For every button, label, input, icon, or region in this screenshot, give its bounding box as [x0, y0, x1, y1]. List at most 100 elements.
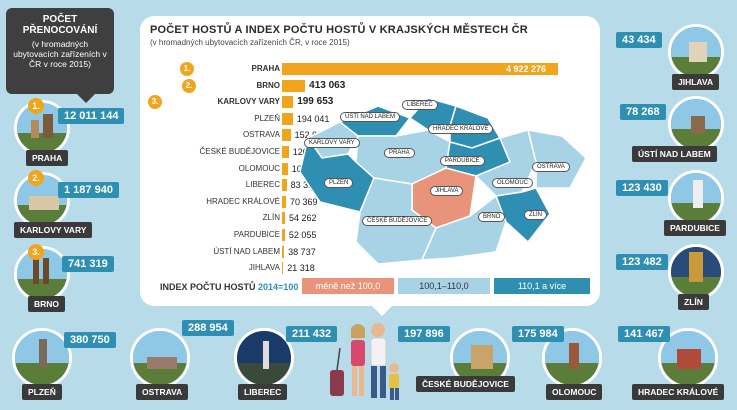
bar-row: LIBEREC 83 317 — [140, 178, 600, 192]
bar-value-label: 413 063 — [309, 79, 346, 91]
hradec-kralove-name-label: HRADEC KRÁLOVÉ — [632, 384, 725, 400]
bar-category-label: OSTRAVA — [242, 130, 280, 140]
ostrava-name-label: OSTRAVA — [136, 384, 189, 400]
legend-item-100-110: 100,1–110,0 — [398, 278, 490, 294]
bar-mark — [282, 129, 291, 142]
bar-row: PRAHA 1. 4 922 276 — [140, 62, 600, 76]
liberec-name-label: LIBEREC — [238, 384, 288, 400]
card-olomouc: 175 984 OLOMOUC — [508, 322, 620, 406]
bar-row: BRNO 2. 413 063 — [140, 78, 600, 93]
card-ostrava: 288 954 OSTRAVA — [126, 320, 238, 406]
usti-nad-labem-name-label: ÚSTÍ NAD LABEM — [632, 146, 717, 162]
bar-mark — [282, 195, 286, 208]
legend-title-text: Index počtu hostů — [160, 282, 256, 292]
bar-mark — [282, 96, 294, 109]
card-jihlava: 43 434 JIHLAVA — [606, 24, 731, 90]
bar-value-label: 54 262 — [289, 213, 317, 224]
bar-mark — [282, 229, 285, 241]
plzen-photo-icon — [12, 328, 72, 388]
legend-item-above-110: 110,1 a více — [494, 278, 590, 294]
bar-value-label: 83 317 — [290, 180, 319, 191]
jihlava-overnight-value: 43 434 — [616, 32, 662, 48]
zlin-photo-icon — [668, 244, 724, 300]
bar-value-label: 21 318 — [287, 263, 315, 274]
overnight-stays-title-box: Počet přenocování (v hromadných ubytovac… — [6, 8, 114, 103]
ostrava-photo-icon — [130, 328, 190, 388]
bar-category-label: PARDUBICE — [233, 230, 280, 239]
bar-category-label: ÚSTÍ NAD LABEM — [213, 246, 280, 256]
bar-mark — [282, 146, 289, 158]
usti-nad-labem-photo-icon — [668, 96, 724, 152]
panel-subtitle: (v hromadných ubytovacích zařízeních ČR,… — [150, 38, 350, 47]
bar-category-label: ZLÍN — [262, 213, 280, 223]
map-city-label: ČESKÉ BUDĚJOVICE — [362, 216, 433, 226]
bar-category-label: JIHLAVA — [248, 263, 280, 273]
map-city-label: OSTRAVA — [532, 162, 570, 172]
index-legend-title: Index počtu hostů 2014=100 — [160, 282, 298, 292]
bar-category-label: BRNO — [256, 80, 280, 90]
card-pardubice: 123 430 PARDUBICE — [606, 170, 731, 236]
rank-badge: 1. — [28, 98, 44, 114]
bar-row: KARLOVY VARY 3. 199 653 — [140, 95, 600, 110]
card-plzen: 380 750 PLZEŇ — [4, 322, 122, 406]
jihlava-name-label: JIHLAVA — [672, 74, 720, 90]
bar-row: JIHLAVA 21 318 — [140, 261, 600, 275]
bar-category-label: KARLOVY VARY — [217, 97, 280, 107]
map-city-label: HRADEC KRÁLOVÉ — [428, 124, 494, 134]
ceske-budejovice-overnight-value: 197 896 — [398, 326, 450, 342]
guests-index-panel: Počet hostů a index počtu hostů v krajsk… — [140, 16, 600, 316]
rank-badge: 1. — [180, 62, 194, 76]
card-brno: 3. 741 319 BRNO — [6, 244, 126, 312]
liberec-photo-icon — [234, 328, 294, 388]
panel-title: Počet hostů a index počtu hostů v krajsk… — [150, 24, 528, 36]
map-city-label: PLZEŇ — [324, 178, 354, 188]
bar-value-label: 70 369 — [289, 196, 318, 207]
family-travellers-icon — [330, 323, 399, 400]
usti-nad-labem-overnight-value: 78 268 — [620, 104, 666, 120]
bar-mark — [282, 245, 285, 258]
olomouc-overnight-value: 175 984 — [512, 326, 564, 342]
bar-value-label: 194 041 — [296, 113, 330, 124]
card-liberec: 211 432 LIBEREC — [232, 322, 344, 406]
bar-row: ÚSTÍ NAD LABEM 38 737 — [140, 245, 600, 259]
map-city-label: PARDUBICE — [440, 156, 485, 166]
map-city-label: KARLOVY VARY — [304, 138, 360, 148]
map-city-label: BRNO — [478, 212, 506, 222]
pardubice-name-label: PARDUBICE — [664, 220, 726, 236]
overnight-stays-subtitle: (v hromadných ubytovacích zařízeních v Č… — [13, 39, 107, 69]
bar-value-label: 52 055 — [288, 230, 317, 240]
map-city-label: PRAHA — [384, 148, 415, 158]
overnight-stays-title: Počet přenocování — [22, 14, 98, 36]
bar-mark — [282, 212, 286, 225]
bar-category-label: LIBEREC — [245, 180, 280, 190]
bar-value-label: 152 991 — [294, 130, 328, 141]
card-usti-nad-labem: 78 268 ÚSTÍ NAD LABEM — [606, 96, 731, 162]
plzen-overnight-value: 380 750 — [64, 332, 116, 348]
bar-row: OSTRAVA 152 991 — [140, 128, 600, 142]
bar-row: ZLÍN 54 262 — [140, 211, 600, 225]
praha-overnight-value: 12 011 144 — [58, 108, 125, 124]
legend-item-below-100: méně než 100,0 — [302, 278, 394, 294]
legend-base-year: 2014=100 — [258, 282, 299, 292]
jihlava-photo-icon — [668, 24, 724, 80]
bar-value-label: 199 653 — [297, 96, 334, 108]
karlovy-vary-overnight-value: 1 187 940 — [58, 182, 119, 198]
card-ceske-budejovice: 197 896 ČESKÉ BUDĚJOVICE — [394, 322, 515, 406]
bar-mark — [282, 79, 306, 92]
rank-badge: 2. — [182, 78, 196, 93]
bar-mark — [282, 63, 558, 75]
map-city-label: ÚSTÍ NAD LABEM — [340, 112, 401, 122]
liberec-overnight-value: 211 432 — [286, 326, 338, 342]
brno-overnight-value: 741 319 — [62, 256, 114, 272]
map-city-label: ZLÍN — [524, 210, 548, 220]
bar-row: PARDUBICE 52 055 — [140, 228, 600, 242]
karlovy-vary-name-label: KARLOVY VARY — [14, 222, 93, 238]
ceske-budejovice-name-label: ČESKÉ BUDĚJOVICE — [416, 376, 515, 392]
bar-mark — [282, 262, 284, 275]
praha-name-label: PRAHA — [26, 150, 69, 166]
pardubice-overnight-value: 123 430 — [616, 180, 668, 196]
bar-mark — [282, 112, 293, 125]
ostrava-overnight-value: 288 954 — [182, 320, 234, 336]
bar-category-label: HRADEC KRÁLOVÉ — [206, 196, 280, 206]
bar-category-label: PLZEŇ — [254, 113, 280, 123]
